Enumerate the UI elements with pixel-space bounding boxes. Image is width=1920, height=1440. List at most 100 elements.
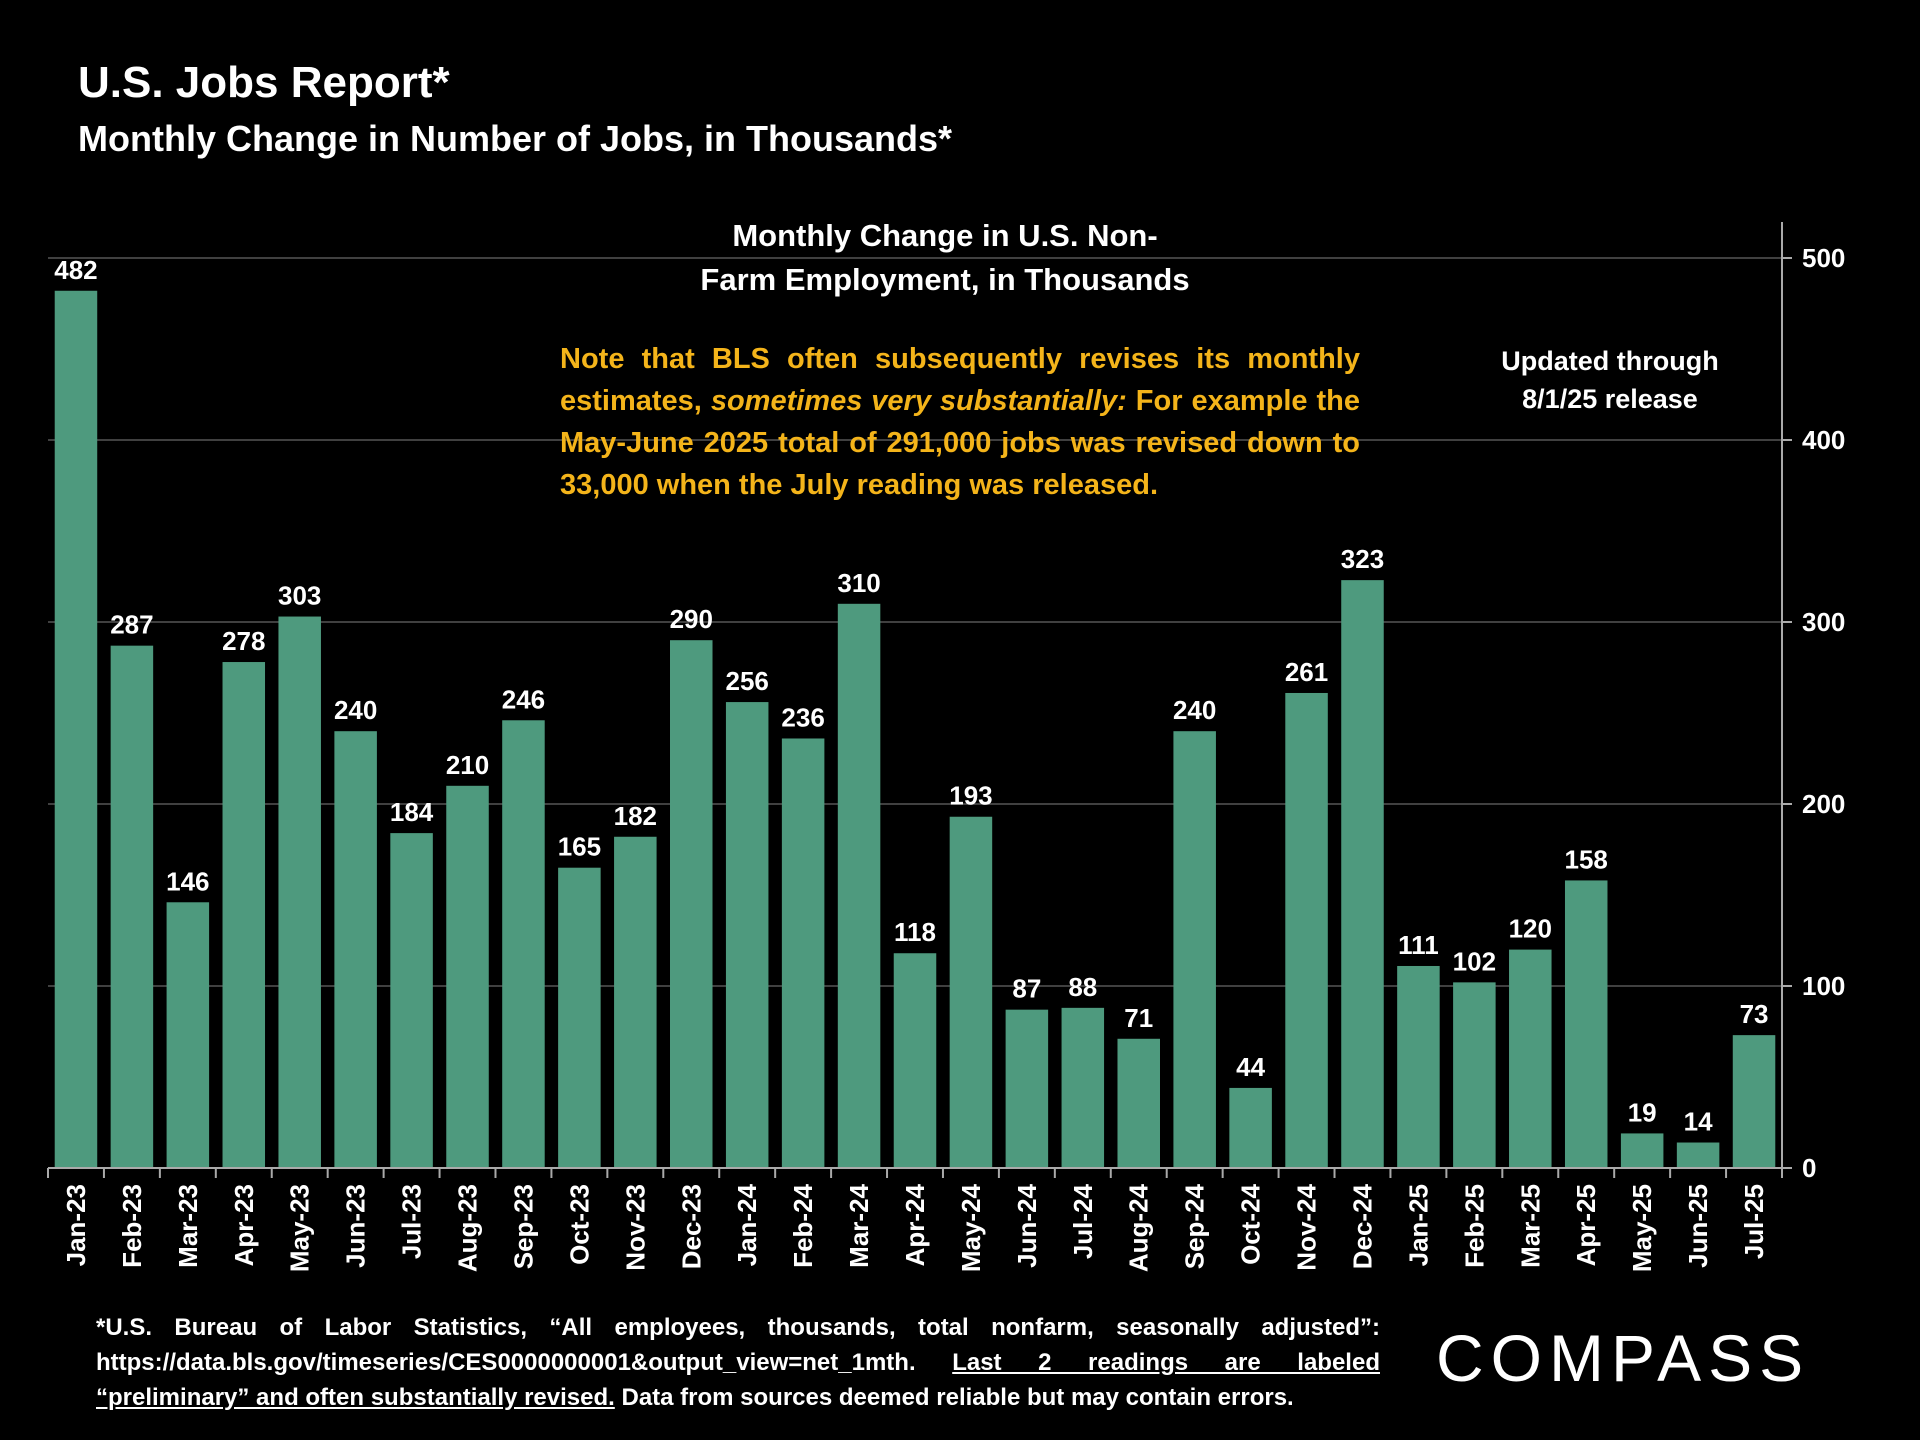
x-tick-label: May-24 [956, 1183, 986, 1272]
y-tick-label: 300 [1802, 607, 1845, 637]
bar-value-label: 165 [558, 832, 601, 862]
bar-value-label: 120 [1509, 914, 1552, 944]
bar-value-label: 287 [110, 610, 153, 640]
bar [1341, 580, 1384, 1168]
bar [110, 645, 154, 1168]
x-tick-label: Dec-24 [1347, 1183, 1377, 1269]
bars: 482 287 146 278 303 240 184 210 246 165 182 290 256 2… [54, 255, 1776, 1168]
x-tick-label: Jan-23 [61, 1184, 91, 1266]
y-tick-label: 0 [1802, 1153, 1816, 1183]
x-tick-label: Mar-23 [173, 1184, 203, 1268]
bar [502, 720, 545, 1168]
page-subtitle: Monthly Change in Number of Jobs, in Tho… [78, 118, 953, 159]
x-tick-label: Dec-23 [676, 1184, 706, 1269]
footnote-text-2: Data from sources deemed reliable but ma… [614, 1384, 1294, 1411]
x-tick-label: Jun-24 [1012, 1183, 1042, 1267]
x-tick-label: Jul-23 [397, 1184, 427, 1259]
y-tick-label: 200 [1802, 789, 1845, 819]
x-tick-label: Jun-25 [1683, 1184, 1713, 1268]
x-tick-label: Apr-25 [1571, 1184, 1601, 1266]
bar-value-label: 158 [1565, 844, 1608, 874]
x-tick-label: Jul-24 [1068, 1183, 1098, 1259]
chart-title-line-1: Monthly Change in U.S. Non- [732, 218, 1158, 253]
bar-value-label: 246 [502, 684, 545, 714]
bar-value-label: 146 [166, 866, 209, 896]
bar-value-label: 290 [670, 604, 713, 634]
bar [1117, 1038, 1160, 1168]
compass-logo: COMPASS [1436, 1321, 1811, 1395]
bar [166, 902, 210, 1168]
bar [1229, 1087, 1272, 1168]
bar [222, 662, 266, 1168]
x-tick-label: Feb-25 [1459, 1184, 1489, 1268]
bar-value-label: 19 [1628, 1097, 1657, 1127]
chart-title: Monthly Change in U.S. Non- Farm Employm… [640, 214, 1250, 302]
revision-note: Note that BLS often subsequently revises… [560, 338, 1360, 506]
bar [1061, 1007, 1105, 1168]
bar-value-label: 256 [725, 666, 768, 696]
bar-value-label: 73 [1740, 999, 1769, 1029]
bar-value-label: 88 [1068, 972, 1097, 1002]
axes: 0 100 200 300 400 500 Jan-23 Feb-23 Mar-23 Apr-23… [47, 222, 1845, 1272]
updated-line-2: 8/1/25 release [1522, 384, 1698, 414]
x-tick-label: Jan-24 [732, 1183, 762, 1266]
bar [1397, 965, 1440, 1168]
bar [949, 816, 993, 1168]
x-tick-label: Sep-24 [1180, 1183, 1210, 1269]
bar-value-label: 182 [614, 801, 657, 831]
bar [1005, 1009, 1049, 1168]
bar-value-label: 71 [1124, 1003, 1153, 1033]
bar-value-label: 193 [949, 781, 992, 811]
bar-value-label: 240 [334, 695, 377, 725]
bar-value-label: 303 [278, 581, 321, 611]
x-tick-label: Mar-25 [1515, 1184, 1545, 1268]
note-italic: sometimes very substantially: [710, 385, 1127, 417]
bar [1285, 692, 1328, 1168]
x-tick-label: Aug-23 [453, 1184, 483, 1272]
page-title: U.S. Jobs Report* [78, 58, 450, 107]
bar [893, 953, 937, 1168]
x-tick-label: Aug-24 [1124, 1183, 1154, 1272]
bar [54, 290, 98, 1168]
bar [446, 785, 489, 1168]
bar-value-label: 323 [1341, 544, 1384, 574]
x-tick-label: Oct-23 [564, 1184, 594, 1265]
x-tick-label: Jun-23 [341, 1184, 371, 1268]
x-tick-label: Oct-24 [1236, 1183, 1266, 1264]
chart-title-line-2: Farm Employment, in Thousands [700, 262, 1190, 297]
bar-value-label: 184 [390, 797, 434, 827]
bar [725, 702, 769, 1168]
x-tick-label: May-23 [285, 1184, 315, 1272]
bar-value-label: 482 [54, 255, 97, 285]
bar [1509, 949, 1552, 1168]
source-footnote: *U.S. Bureau of Labor Statistics, “All e… [96, 1310, 1380, 1415]
bar [837, 603, 881, 1168]
bar-value-label: 236 [781, 702, 824, 732]
bar-value-label: 87 [1012, 974, 1041, 1004]
y-tick-label: 400 [1802, 425, 1845, 455]
x-tick-label: Nov-23 [620, 1184, 650, 1271]
x-tick-label: Sep-23 [508, 1184, 538, 1269]
bar-value-label: 261 [1285, 657, 1328, 687]
bar [1173, 731, 1216, 1168]
bar [1620, 1133, 1664, 1168]
updated-label: Updated through 8/1/25 release [1460, 342, 1760, 418]
x-tick-label: Jul-25 [1739, 1184, 1769, 1259]
bar [558, 867, 601, 1168]
note-text-2: For example the May-June 2025 total of 2… [560, 385, 1360, 501]
bar-value-label: 210 [446, 750, 489, 780]
bar [781, 738, 825, 1168]
bar-value-label: 111 [1398, 930, 1439, 960]
x-tick-label: Jan-25 [1403, 1184, 1433, 1266]
note-text-1: Note that BLS often subsequently revises… [560, 343, 1360, 417]
x-tick-label: May-25 [1627, 1184, 1657, 1272]
bar-value-label: 118 [894, 917, 936, 947]
bar [390, 833, 433, 1168]
y-tick-label: 100 [1802, 971, 1845, 1001]
bar-value-label: 240 [1173, 695, 1216, 725]
x-tick-label: Mar-24 [844, 1183, 874, 1267]
bar [1564, 880, 1608, 1168]
x-tick-label: Nov-24 [1292, 1183, 1322, 1270]
bar [334, 731, 377, 1168]
